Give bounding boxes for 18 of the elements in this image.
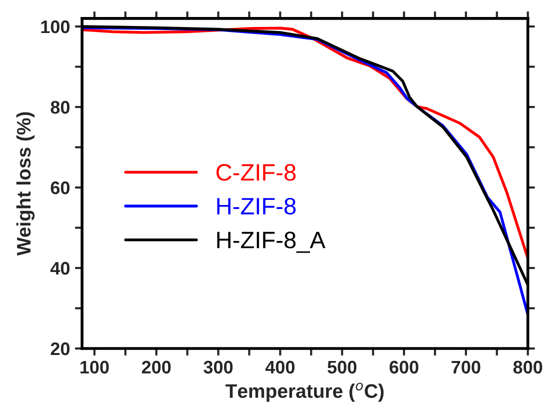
x-tick-label: 100	[80, 360, 109, 374]
x-tick-label: 500	[328, 360, 356, 374]
x-tick-label: 300	[204, 360, 233, 374]
x-tick-label: 600	[390, 360, 418, 374]
x-tick-label: 700	[452, 360, 480, 374]
y-axis-title: Weight loss (%)	[16, 112, 35, 256]
y-tick-label: 80	[50, 100, 70, 114]
y-tick-label: 100	[41, 20, 70, 34]
x-tick-label: 800	[513, 360, 542, 374]
legend-label: C-ZIF-8	[216, 164, 296, 181]
y-tick-label: 60	[50, 181, 70, 194]
y-tick-label: 20	[50, 342, 70, 356]
x-tick-label: 200	[142, 360, 171, 374]
legend-label: H-ZIF-8	[217, 198, 296, 215]
legend-label: H-ZIF-8_A	[217, 232, 326, 253]
x-axis-title: Temperature ($^{o}$C)	[226, 382, 384, 402]
y-tick-label: 40	[50, 262, 70, 275]
x-tick-label: 400	[265, 360, 295, 374]
